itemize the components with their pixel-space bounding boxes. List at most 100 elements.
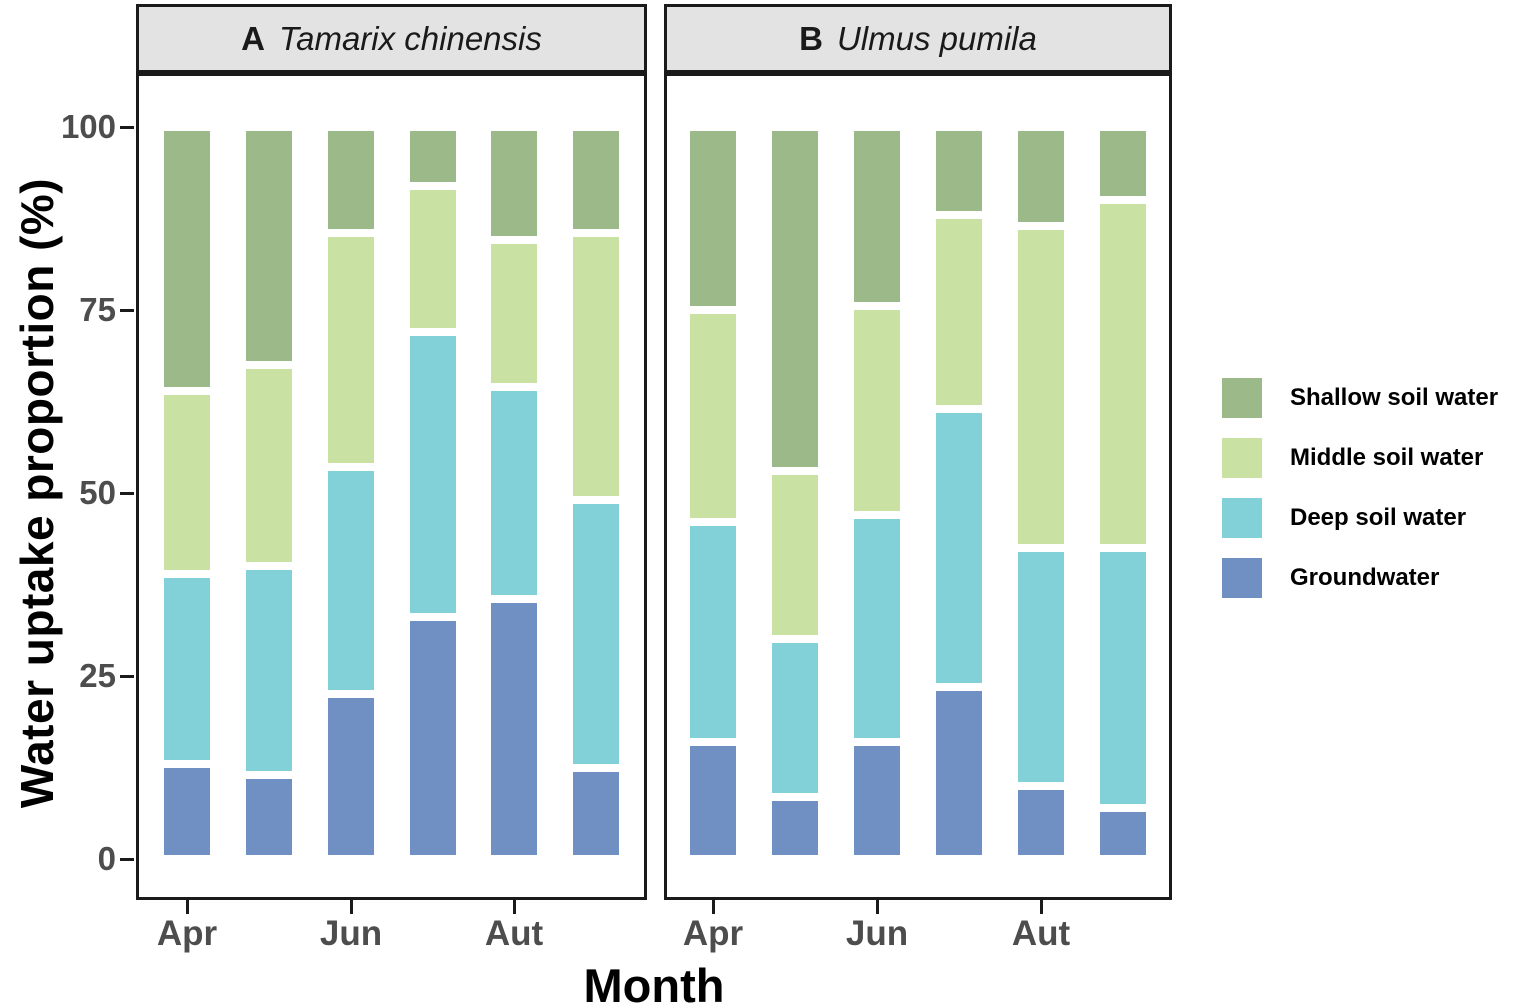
x-tick-label: Apr xyxy=(156,914,218,953)
bar-segment-groundwater xyxy=(244,774,294,859)
bar-segment-deep-soil-water xyxy=(934,408,984,687)
panel-a-tag: A xyxy=(241,19,265,57)
bar-segment-middle-soil-water xyxy=(326,233,376,468)
x-tick-mark xyxy=(711,900,715,914)
bar-segment-groundwater xyxy=(571,767,621,859)
bar-segment-shallow-soil-water xyxy=(934,127,984,215)
x-axis-title: Month xyxy=(583,959,725,1004)
panel-a-plot-box xyxy=(136,73,647,900)
bar-a5 xyxy=(489,127,539,859)
panel-b-species: Ulmus pumila xyxy=(836,19,1037,57)
bar-segment-shallow-soil-water xyxy=(326,127,376,234)
bar-segment-groundwater xyxy=(489,599,539,859)
bar-segment-middle-soil-water xyxy=(571,233,621,501)
bar-segment-middle-soil-water xyxy=(162,390,212,574)
bar-segment-groundwater xyxy=(770,796,820,859)
bar-segment-deep-soil-water xyxy=(1016,547,1066,786)
panel-b-tag: B xyxy=(799,19,823,57)
panel-b: B Ulmus pumila xyxy=(664,4,1172,900)
bar-segment-middle-soil-water xyxy=(934,214,984,409)
bar-a6 xyxy=(571,127,621,859)
bar-b1 xyxy=(688,127,738,859)
y-tick-mark xyxy=(120,491,134,495)
legend-label-shallow-soil-water: Shallow soil water xyxy=(1290,384,1499,411)
legend-item-groundwater: Groundwater xyxy=(1222,558,1498,598)
y-tick-mark xyxy=(120,308,134,312)
legend-label-deep-soil-water: Deep soil water xyxy=(1290,504,1467,531)
bar-segment-shallow-soil-water xyxy=(162,127,212,391)
panel-a: A Tamarix chinensis xyxy=(136,4,647,900)
legend-label-groundwater: Groundwater xyxy=(1290,564,1440,591)
y-tick-mark xyxy=(120,857,134,861)
panel-b-plot-box xyxy=(664,73,1172,900)
bar-segment-deep-soil-water xyxy=(326,467,376,695)
bar-segment-middle-soil-water xyxy=(244,364,294,567)
bar-b2 xyxy=(770,127,820,859)
bar-segment-shallow-soil-water xyxy=(770,127,820,472)
bar-segment-middle-soil-water xyxy=(1098,200,1148,548)
bar-segment-shallow-soil-water xyxy=(1016,127,1066,226)
bar-segment-groundwater xyxy=(326,694,376,859)
legend-swatch-deep-soil-water xyxy=(1222,498,1262,538)
bar-segment-shallow-soil-water xyxy=(688,127,738,311)
bar-segment-shallow-soil-water xyxy=(852,127,902,307)
legend-swatch-groundwater xyxy=(1222,558,1262,598)
bar-a1 xyxy=(162,127,212,859)
x-tick-label: Apr xyxy=(682,914,744,953)
x-tick-label: Jun xyxy=(319,914,383,953)
bar-segment-deep-soil-water xyxy=(770,639,820,797)
bar-b5 xyxy=(1016,127,1066,859)
bar-segment-deep-soil-water xyxy=(244,566,294,775)
bar-segment-groundwater xyxy=(852,741,902,859)
panel-a-plot-area xyxy=(139,76,644,897)
legend-item-shallow-soil-water: Shallow soil water xyxy=(1222,378,1498,418)
bar-segment-groundwater xyxy=(1098,807,1148,859)
y-tick-label: 25 xyxy=(79,657,116,694)
bar-segment-middle-soil-water xyxy=(852,306,902,515)
bar-a4 xyxy=(408,127,458,859)
x-tick-label: Jun xyxy=(845,914,909,953)
x-tick-label: Aut xyxy=(1011,914,1071,953)
bar-segment-deep-soil-water xyxy=(688,522,738,742)
panel-b-plot-area xyxy=(667,76,1169,897)
bar-segment-deep-soil-water xyxy=(1098,547,1148,808)
x-tick-mark xyxy=(875,900,879,914)
bar-b3 xyxy=(852,127,902,859)
y-tick-label: 50 xyxy=(79,474,116,511)
panel-a-species: Tamarix chinensis xyxy=(278,19,542,57)
x-tick-mark xyxy=(512,900,516,914)
legend-item-middle-soil-water: Middle soil water xyxy=(1222,438,1498,478)
bar-b4 xyxy=(934,127,984,859)
legend-item-deep-soil-water: Deep soil water xyxy=(1222,498,1498,538)
bar-segment-groundwater xyxy=(934,686,984,859)
legend-swatch-shallow-soil-water xyxy=(1222,378,1262,418)
bar-segment-middle-soil-water xyxy=(408,185,458,332)
panel-a-header: A Tamarix chinensis xyxy=(136,4,647,73)
x-tick-mark xyxy=(185,900,189,914)
bar-segment-shallow-soil-water xyxy=(408,127,458,186)
bar-segment-middle-soil-water xyxy=(1016,225,1066,548)
x-tick-label: Aut xyxy=(484,914,544,953)
y-tick-label: 0 xyxy=(97,840,116,877)
legend-swatch-middle-soil-water xyxy=(1222,438,1262,478)
bar-segment-deep-soil-water xyxy=(408,331,458,618)
bar-segment-shallow-soil-water xyxy=(1098,127,1148,201)
bar-segment-deep-soil-water xyxy=(489,386,539,600)
y-tick-mark xyxy=(120,674,134,678)
bar-segment-shallow-soil-water xyxy=(244,127,294,365)
bar-segment-groundwater xyxy=(408,617,458,859)
bar-segment-groundwater xyxy=(688,741,738,859)
bar-segment-groundwater xyxy=(162,763,212,859)
bar-segment-deep-soil-water xyxy=(852,514,902,742)
x-tick-mark xyxy=(349,900,353,914)
bar-a3 xyxy=(326,127,376,859)
y-tick-mark xyxy=(120,125,134,129)
bar-segment-deep-soil-water xyxy=(571,500,621,768)
bar-segment-shallow-soil-water xyxy=(489,127,539,241)
y-tick-label: 100 xyxy=(60,108,116,145)
x-tick-mark xyxy=(1039,900,1043,914)
legend-label-middle-soil-water: Middle soil water xyxy=(1290,444,1484,471)
bar-segment-shallow-soil-water xyxy=(571,127,621,234)
bar-segment-middle-soil-water xyxy=(770,471,820,640)
